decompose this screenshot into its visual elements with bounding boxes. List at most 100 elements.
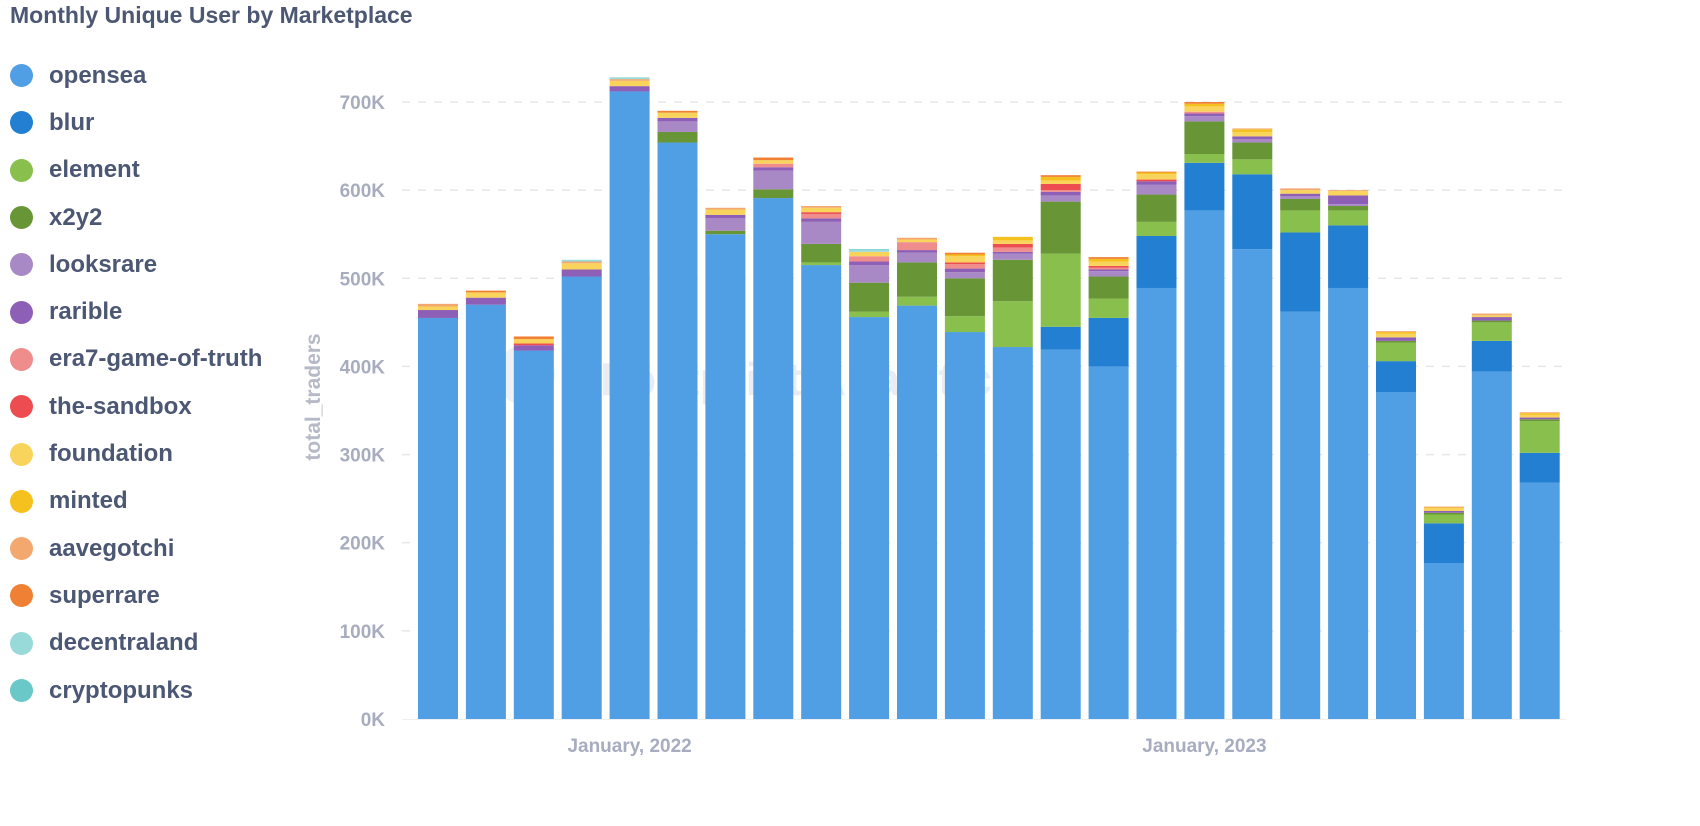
bar-segment-blur[interactable] — [1088, 317, 1129, 367]
bar-segment-x2y2[interactable] — [1471, 320, 1512, 323]
bar-segment-the-sandbox[interactable] — [1088, 265, 1129, 268]
bar-segment-foundation[interactable] — [1280, 190, 1321, 194]
bar-segment-opensea[interactable] — [1280, 311, 1321, 719]
bar-segment-rarible[interactable] — [1376, 337, 1416, 341]
bar-segment-aavegotchi[interactable] — [609, 79, 650, 81]
bar-segment-element[interactable] — [992, 301, 1033, 348]
bar-segment-looksrare[interactable] — [944, 272, 985, 279]
bar-segment-foundation[interactable] — [418, 306, 458, 311]
bar-segment-superrare[interactable] — [1088, 257, 1129, 259]
bar-segment-opensea[interactable] — [609, 91, 650, 720]
bar-segment-looksrare[interactable] — [992, 253, 1033, 260]
bar-segment-rarible[interactable] — [1232, 136, 1273, 140]
bar-segment-looksrare[interactable] — [1280, 196, 1321, 199]
bar-segment-element[interactable] — [944, 316, 985, 333]
bar-segment-rarible[interactable] — [561, 269, 602, 277]
bar-segment-blur[interactable] — [1040, 326, 1081, 350]
bar-segment-aavegotchi[interactable] — [1328, 190, 1369, 192]
legend-item-the-sandbox[interactable]: the-sandbox — [10, 383, 262, 430]
bar-segment-rarible[interactable] — [944, 268, 985, 273]
bar-segment-opensea[interactable] — [561, 276, 602, 719]
bar-segment-the-sandbox[interactable] — [1136, 179, 1177, 182]
bar-segment-x2y2[interactable] — [849, 282, 890, 312]
bar-stack-2022-10[interactable] — [1040, 175, 1081, 719]
bar-segment-element[interactable] — [1519, 421, 1560, 453]
bar-segment-opensea[interactable] — [1471, 371, 1512, 719]
bar-stack-2023-05[interactable] — [1376, 331, 1416, 719]
bar-segment-aavegotchi[interactable] — [705, 207, 746, 210]
legend-item-element[interactable]: element — [10, 147, 262, 194]
bar-segment-rarible[interactable] — [1423, 510, 1464, 513]
bar-stack-2022-11[interactable] — [1088, 257, 1129, 719]
bar-segment-foundation[interactable] — [1376, 333, 1416, 338]
bar-segment-rarible[interactable] — [1280, 193, 1321, 197]
bar-segment-looksrare[interactable] — [1088, 271, 1129, 277]
bar-segment-looksrare[interactable] — [657, 121, 698, 132]
bar-segment-era7-game-of-truth[interactable] — [897, 242, 937, 251]
bar-segment-era7-game-of-truth[interactable] — [944, 264, 985, 269]
bar-segment-decentraland[interactable] — [561, 259, 602, 262]
bar-segment-looksrare[interactable] — [849, 265, 890, 283]
bar-segment-the-sandbox[interactable] — [992, 243, 1033, 248]
bar-segment-minted[interactable] — [1232, 129, 1273, 132]
bar-segment-aavegotchi[interactable] — [1232, 128, 1273, 130]
bar-segment-minted[interactable] — [1088, 258, 1129, 262]
bar-segment-x2y2[interactable] — [1088, 276, 1129, 299]
bar-segment-decentraland[interactable] — [609, 77, 650, 80]
bar-segment-opensea[interactable] — [657, 142, 698, 719]
bar-segment-looksrare[interactable] — [753, 170, 794, 190]
bar-segment-superrare[interactable] — [465, 290, 506, 293]
bar-segment-element[interactable] — [1136, 221, 1177, 236]
bar-segment-x2y2[interactable] — [1519, 419, 1560, 422]
bar-segment-looksrare[interactable] — [705, 218, 746, 231]
bar-segment-element[interactable] — [801, 262, 842, 266]
bar-segment-foundation[interactable] — [992, 240, 1033, 244]
bar-segment-rarible[interactable] — [418, 310, 458, 318]
bar-segment-rarible[interactable] — [1184, 113, 1225, 117]
legend-item-decentraland[interactable]: decentraland — [10, 620, 262, 667]
bar-segment-opensea[interactable] — [418, 317, 458, 719]
bar-segment-foundation[interactable] — [849, 251, 890, 257]
bar-segment-aavegotchi[interactable] — [897, 237, 937, 240]
bar-segment-rarible[interactable] — [1088, 269, 1129, 272]
bar-segment-foundation[interactable] — [465, 292, 506, 298]
bar-segment-foundation[interactable] — [561, 263, 602, 270]
bar-segment-aavegotchi[interactable] — [418, 303, 458, 307]
bar-segment-element[interactable] — [849, 311, 890, 318]
bar-segment-rarible[interactable] — [992, 251, 1033, 254]
bar-segment-minted[interactable] — [944, 254, 985, 257]
bar-stack-2023-04[interactable] — [1328, 190, 1369, 719]
bar-segment-element[interactable] — [1471, 322, 1512, 341]
bar-segment-looksrare[interactable] — [1328, 204, 1369, 207]
bar-segment-opensea[interactable] — [513, 350, 554, 719]
bar-segment-era7-game-of-truth[interactable] — [1184, 111, 1225, 114]
bar-segment-x2y2[interactable] — [1184, 121, 1225, 155]
bar-segment-opensea[interactable] — [1232, 249, 1273, 719]
bar-segment-the-sandbox[interactable] — [513, 343, 554, 346]
bar-segment-foundation[interactable] — [1184, 106, 1225, 112]
bar-segment-looksrare[interactable] — [897, 252, 937, 263]
bar-segment-element[interactable] — [897, 296, 937, 306]
bar-segment-foundation[interactable] — [705, 209, 746, 215]
bar-segment-x2y2[interactable] — [657, 131, 698, 143]
bar-segment-foundation[interactable] — [1328, 191, 1369, 196]
bar-segment-cryptopunks[interactable] — [849, 249, 890, 251]
bar-segment-opensea[interactable] — [944, 332, 985, 719]
bar-segment-opensea[interactable] — [1519, 482, 1560, 719]
bar-segment-aavegotchi[interactable] — [1519, 412, 1560, 414]
bar-segment-decentraland[interactable] — [849, 250, 890, 252]
legend-item-rarible[interactable]: rarible — [10, 288, 262, 335]
bar-stack-2022-04[interactable] — [753, 157, 794, 720]
bar-stack-2023-01[interactable] — [1184, 102, 1225, 719]
bar-segment-minted[interactable] — [1040, 176, 1081, 181]
bar-segment-x2y2[interactable] — [1423, 512, 1464, 515]
bar-segment-foundation[interactable] — [897, 239, 937, 243]
legend-item-foundation[interactable]: foundation — [10, 430, 262, 477]
bar-stack-2022-05[interactable] — [801, 206, 842, 719]
bar-segment-blur[interactable] — [1232, 174, 1273, 250]
bar-segment-foundation[interactable] — [1136, 174, 1177, 180]
bar-segment-blur[interactable] — [1376, 361, 1416, 392]
bar-segment-superrare[interactable] — [657, 110, 698, 113]
bar-stack-2021-12[interactable] — [561, 259, 602, 719]
bar-segment-element[interactable] — [1280, 210, 1321, 233]
